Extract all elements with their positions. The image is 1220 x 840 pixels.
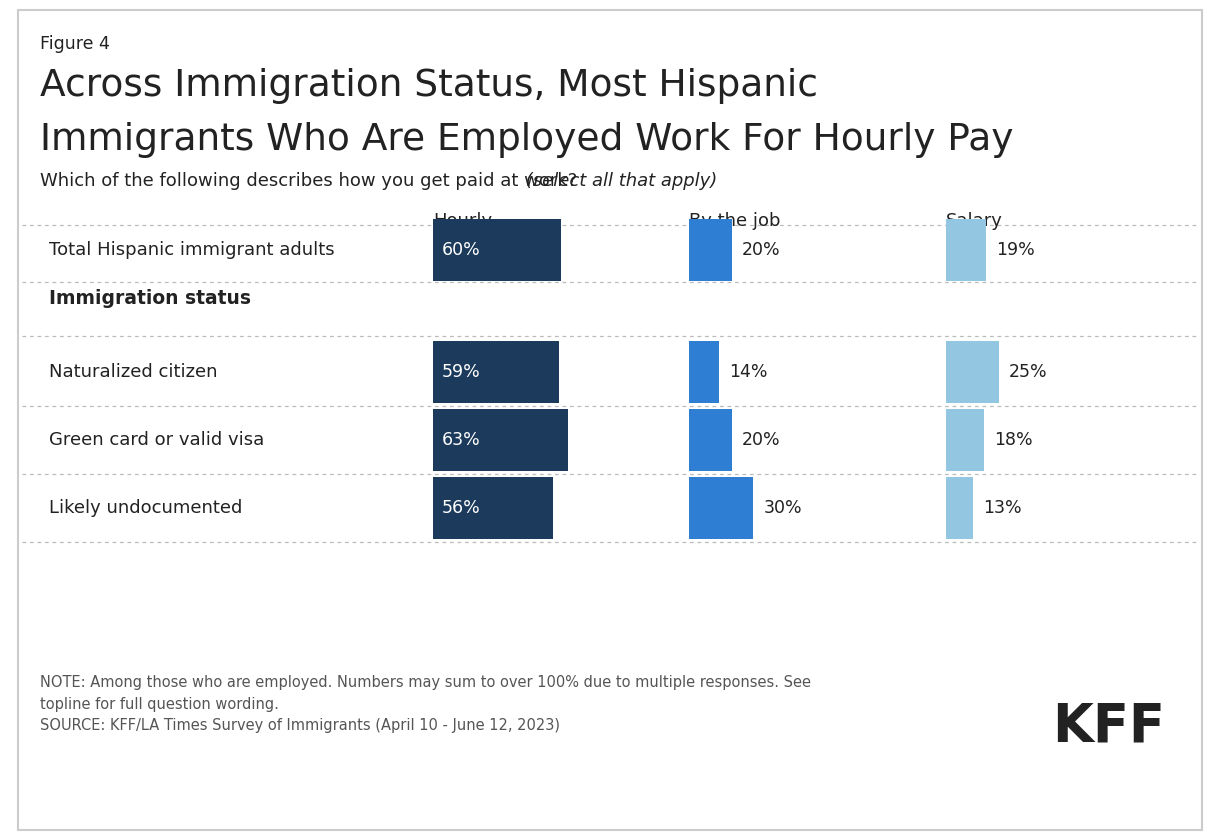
Text: 56%: 56% — [442, 499, 481, 517]
Bar — [689, 341, 719, 403]
Text: Immigrants Who Are Employed Work For Hourly Pay: Immigrants Who Are Employed Work For Hou… — [40, 122, 1014, 158]
Text: 13%: 13% — [983, 499, 1022, 517]
Bar — [433, 409, 567, 471]
Bar — [689, 219, 732, 281]
Text: Total Hispanic immigrant adults: Total Hispanic immigrant adults — [49, 241, 334, 259]
Text: 14%: 14% — [730, 363, 767, 381]
Text: 20%: 20% — [742, 241, 781, 259]
Bar — [689, 409, 732, 471]
Text: 60%: 60% — [442, 241, 481, 259]
Text: Naturalized citizen: Naturalized citizen — [49, 363, 217, 381]
Bar — [433, 477, 553, 539]
Text: 30%: 30% — [764, 499, 802, 517]
Text: Figure 4: Figure 4 — [40, 35, 110, 53]
Text: NOTE: Among those who are employed. Numbers may sum to over 100% due to multiple: NOTE: Among those who are employed. Numb… — [40, 675, 811, 733]
Text: Which of the following describes how you get paid at work?: Which of the following describes how you… — [40, 172, 577, 190]
Text: Across Immigration Status, Most Hispanic: Across Immigration Status, Most Hispanic — [40, 68, 817, 104]
Text: 63%: 63% — [442, 431, 481, 449]
Text: 20%: 20% — [742, 431, 781, 449]
Bar — [433, 341, 559, 403]
Text: Green card or valid visa: Green card or valid visa — [49, 431, 264, 449]
Bar — [689, 477, 754, 539]
Text: 19%: 19% — [996, 241, 1035, 259]
Text: Hourly: Hourly — [433, 212, 492, 230]
Bar — [946, 219, 986, 281]
Text: Likely undocumented: Likely undocumented — [49, 499, 243, 517]
Bar — [946, 341, 999, 403]
Bar — [946, 477, 974, 539]
Bar — [433, 219, 561, 281]
Text: By the job: By the job — [689, 212, 781, 230]
Text: 25%: 25% — [1009, 363, 1048, 381]
Bar — [946, 409, 985, 471]
Text: KFF: KFF — [1052, 700, 1165, 752]
Text: Immigration status: Immigration status — [49, 288, 251, 307]
Text: 18%: 18% — [994, 431, 1032, 449]
Text: 59%: 59% — [442, 363, 481, 381]
Text: (select all that apply): (select all that apply) — [520, 172, 717, 190]
Text: Salary: Salary — [946, 212, 1003, 230]
